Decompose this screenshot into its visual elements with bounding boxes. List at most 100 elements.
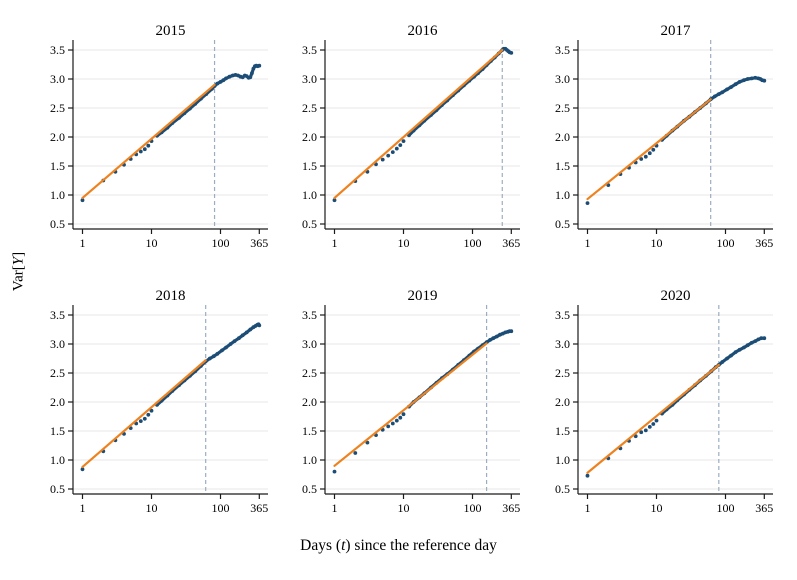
x-tick-label: 100 xyxy=(212,236,230,250)
gridlines xyxy=(73,314,268,490)
x-axis: 1 10 100 365 xyxy=(578,228,773,250)
x-tick-label: 1 xyxy=(80,236,86,250)
scatter-point xyxy=(142,416,147,421)
x-tick-label: 365 xyxy=(755,501,773,515)
scatter-point xyxy=(647,425,652,429)
scatter-point xyxy=(762,78,767,83)
gridlines xyxy=(325,314,520,490)
scatter-point xyxy=(390,421,395,426)
y-tick-label: 2.5 xyxy=(50,101,65,115)
y-tick-label: 3.0 xyxy=(50,72,65,86)
x-axis: 1 10 100 365 xyxy=(325,493,520,515)
scatter-point xyxy=(138,149,143,154)
scatter-point xyxy=(211,354,216,359)
y-tick-label: 3.5 xyxy=(302,43,317,57)
scatter-point xyxy=(725,356,729,361)
scatter-point xyxy=(494,334,499,339)
y-tick-label: 2.5 xyxy=(50,366,65,380)
x-tick-label: 365 xyxy=(502,236,520,250)
scatter-point xyxy=(232,339,237,343)
scatter-point xyxy=(390,150,395,155)
scatter-point xyxy=(651,147,656,152)
y-tick-label: 3.0 xyxy=(555,337,570,351)
scatter-point xyxy=(224,345,228,350)
scatter-point xyxy=(146,143,151,148)
scatter-point xyxy=(394,146,399,151)
x-tick-label: 10 xyxy=(651,501,663,515)
scatter-point xyxy=(401,139,406,143)
gridlines xyxy=(578,49,773,225)
gridlines xyxy=(73,49,268,225)
x-tick-label: 100 xyxy=(464,501,482,515)
scatter-point xyxy=(729,353,733,358)
scatter-point xyxy=(733,350,738,354)
scatter-point xyxy=(753,75,758,80)
scatter-point xyxy=(248,327,253,332)
x-tick-label: 100 xyxy=(212,501,230,515)
scatter-point xyxy=(720,90,725,95)
x-axis-label-close: ) since the reference day xyxy=(345,537,497,554)
y-tick-label: 3.0 xyxy=(302,337,317,351)
scatter-point xyxy=(742,345,746,350)
scatter-point xyxy=(401,412,406,417)
panel-2017: 0.5 1.0 1.5 2.0 2.5 3.0 3.5 1 10 100 365 2017 xyxy=(555,23,773,250)
x-axis-label-italic: t xyxy=(341,537,346,554)
panel-2016: 0.5 1.0 1.5 2.0 2.5 3.0 3.5 1 10 100 365 2016 xyxy=(302,23,520,250)
y-tick-label: 0.5 xyxy=(555,482,570,496)
scatter-point xyxy=(639,157,644,161)
y-tick-label: 1.0 xyxy=(302,453,317,467)
panel-title: 2018 xyxy=(156,288,186,304)
x-axis: 1 10 100 365 xyxy=(73,493,268,515)
x-tick-label: 365 xyxy=(250,236,268,250)
scatter-point xyxy=(725,87,729,92)
y-tick-label: 1.0 xyxy=(302,188,317,202)
x-tick-label: 1 xyxy=(332,501,338,515)
x-tick-label: 100 xyxy=(464,236,482,250)
scatter-point xyxy=(244,330,249,335)
y-tick-label: 1.5 xyxy=(50,424,65,438)
y-tick-label: 0.5 xyxy=(50,482,65,496)
scatter-point xyxy=(332,198,337,203)
scatter-chain xyxy=(660,76,766,142)
scatter-point xyxy=(651,422,656,426)
y-tick-label: 1.0 xyxy=(555,188,570,202)
x-tick-label: 10 xyxy=(651,236,663,250)
y-tick-label: 1.0 xyxy=(50,453,65,467)
y-tick-label: 2.5 xyxy=(555,366,570,380)
x-tick-label: 10 xyxy=(146,236,158,250)
scatter-point xyxy=(220,348,224,353)
scatter-point xyxy=(228,342,233,346)
x-tick-label: 365 xyxy=(502,501,520,515)
y-axis: 0.5 1.0 1.5 2.0 2.5 3.0 3.5 xyxy=(302,40,326,231)
y-tick-label: 0.5 xyxy=(555,217,570,231)
fit-line xyxy=(586,363,720,474)
scatter-point xyxy=(353,451,358,455)
fit-line xyxy=(586,98,712,201)
y-tick-label: 0.5 xyxy=(50,217,65,231)
scatter-point xyxy=(227,74,232,79)
x-axis: 1 10 100 365 xyxy=(73,228,268,250)
x-tick-label: 10 xyxy=(398,236,410,250)
scatter-point xyxy=(398,143,403,147)
scatter-point xyxy=(380,157,385,162)
y-axis-label-close: ] xyxy=(10,251,27,257)
scatter-point xyxy=(749,340,754,345)
y-tick-label: 2.0 xyxy=(50,395,65,409)
x-tick-label: 10 xyxy=(398,501,410,515)
y-tick-label: 1.5 xyxy=(555,424,570,438)
x-tick-label: 365 xyxy=(755,236,773,250)
scatter-point xyxy=(643,428,648,433)
fit-line xyxy=(81,83,216,199)
panel-title: 2020 xyxy=(661,288,691,304)
y-axis: 0.5 1.0 1.5 2.0 2.5 3.0 3.5 xyxy=(50,40,74,231)
y-axis: 0.5 1.0 1.5 2.0 2.5 3.0 3.5 xyxy=(555,305,579,496)
y-tick-label: 3.0 xyxy=(50,337,65,351)
y-axis-label: Var[Y] xyxy=(11,222,28,322)
y-tick-label: 2.0 xyxy=(302,130,317,144)
y-tick-label: 0.5 xyxy=(302,482,317,496)
panel-2018: 0.5 1.0 1.5 2.0 2.5 3.0 3.5 1 10 100 365 2018 xyxy=(50,288,268,515)
panel-2020: 0.5 1.0 1.5 2.0 2.5 3.0 3.5 1 10 100 365 2020 xyxy=(555,288,773,515)
scatter-point xyxy=(398,415,403,420)
scatter-point xyxy=(585,201,590,206)
